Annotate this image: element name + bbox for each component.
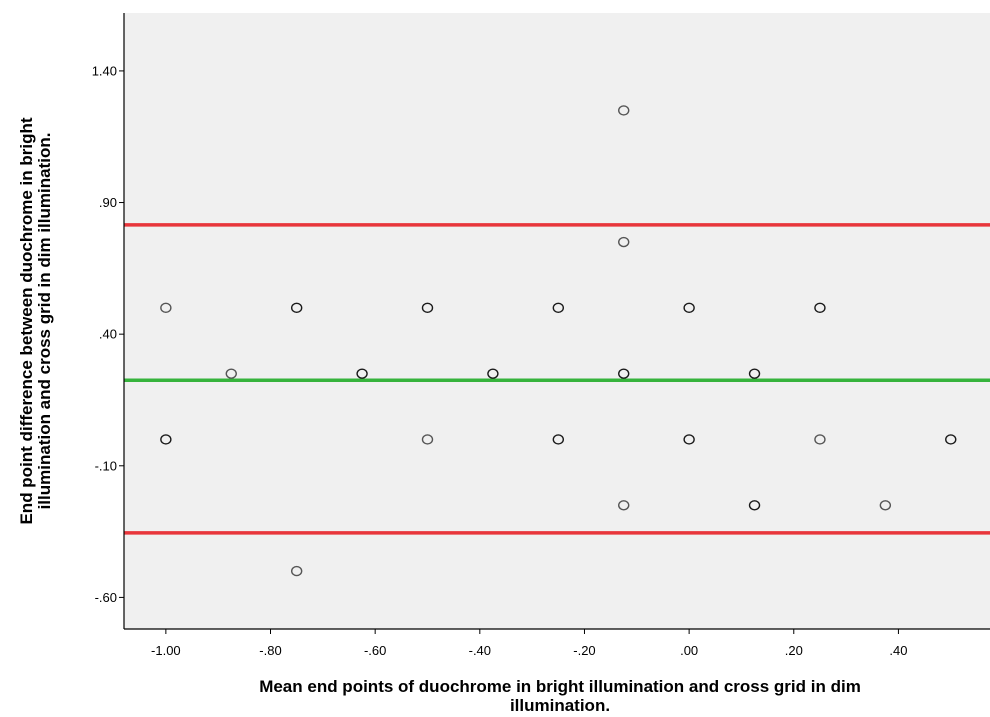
data-point [356, 368, 368, 379]
data-point [879, 500, 892, 511]
x-tick-label: .00 [680, 643, 698, 658]
x-tick-label: -.80 [259, 643, 281, 658]
data-point [748, 368, 761, 379]
data-point [552, 434, 565, 445]
data-point [618, 368, 630, 379]
x-axis-ticks: -1.00 -.80 -.60 -.40 -.20 .00 .20 .40 [151, 629, 907, 658]
data-point [683, 302, 695, 314]
data-point [945, 434, 957, 445]
x-axis-title-line-2: illumination. [510, 696, 610, 715]
data-point [160, 434, 172, 445]
y-axis-title-line-2: illumination and cross grid in dim illum… [35, 133, 54, 510]
plot-background [124, 13, 990, 629]
data-points [160, 105, 957, 577]
x-tick-label: .20 [785, 643, 803, 658]
x-tick-label: -.40 [469, 643, 491, 658]
y-axis-title-line-1: End point difference between duochrome i… [17, 117, 36, 524]
x-tick-label: -.20 [573, 643, 595, 658]
y-axis-title: End point difference between duochrome i… [17, 117, 54, 524]
y-tick-label: -.10 [95, 458, 117, 473]
data-point [814, 434, 826, 445]
data-point [748, 500, 761, 511]
data-point [421, 302, 434, 314]
x-axis-title-line-1: Mean end points of duochrome in bright i… [259, 677, 861, 696]
data-point [618, 236, 630, 248]
x-tick-label: -.60 [364, 643, 386, 658]
x-tick-label: -1.00 [151, 643, 181, 658]
data-point [160, 302, 172, 314]
y-tick-label: .90 [99, 195, 117, 210]
data-point [618, 105, 630, 116]
data-point [618, 500, 630, 511]
data-point [290, 565, 303, 577]
x-tick-label: .40 [889, 643, 907, 658]
data-point [487, 368, 499, 379]
y-tick-label: .40 [99, 327, 117, 342]
data-point [552, 302, 565, 314]
data-point [814, 302, 826, 314]
data-point [290, 302, 303, 314]
reference-lines [124, 223, 990, 535]
data-point [421, 434, 434, 445]
y-axis-ticks: -.60 -.10 .40 .90 1.40 [92, 63, 124, 605]
y-tick-label: -.60 [95, 590, 117, 605]
data-point [225, 368, 237, 379]
data-point [683, 434, 695, 445]
y-tick-label: 1.40 [92, 63, 117, 78]
